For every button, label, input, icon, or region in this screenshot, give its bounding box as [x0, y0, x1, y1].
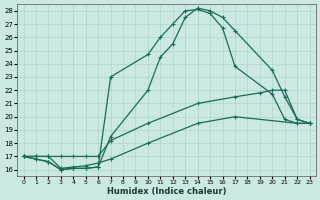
- X-axis label: Humidex (Indice chaleur): Humidex (Indice chaleur): [107, 187, 226, 196]
